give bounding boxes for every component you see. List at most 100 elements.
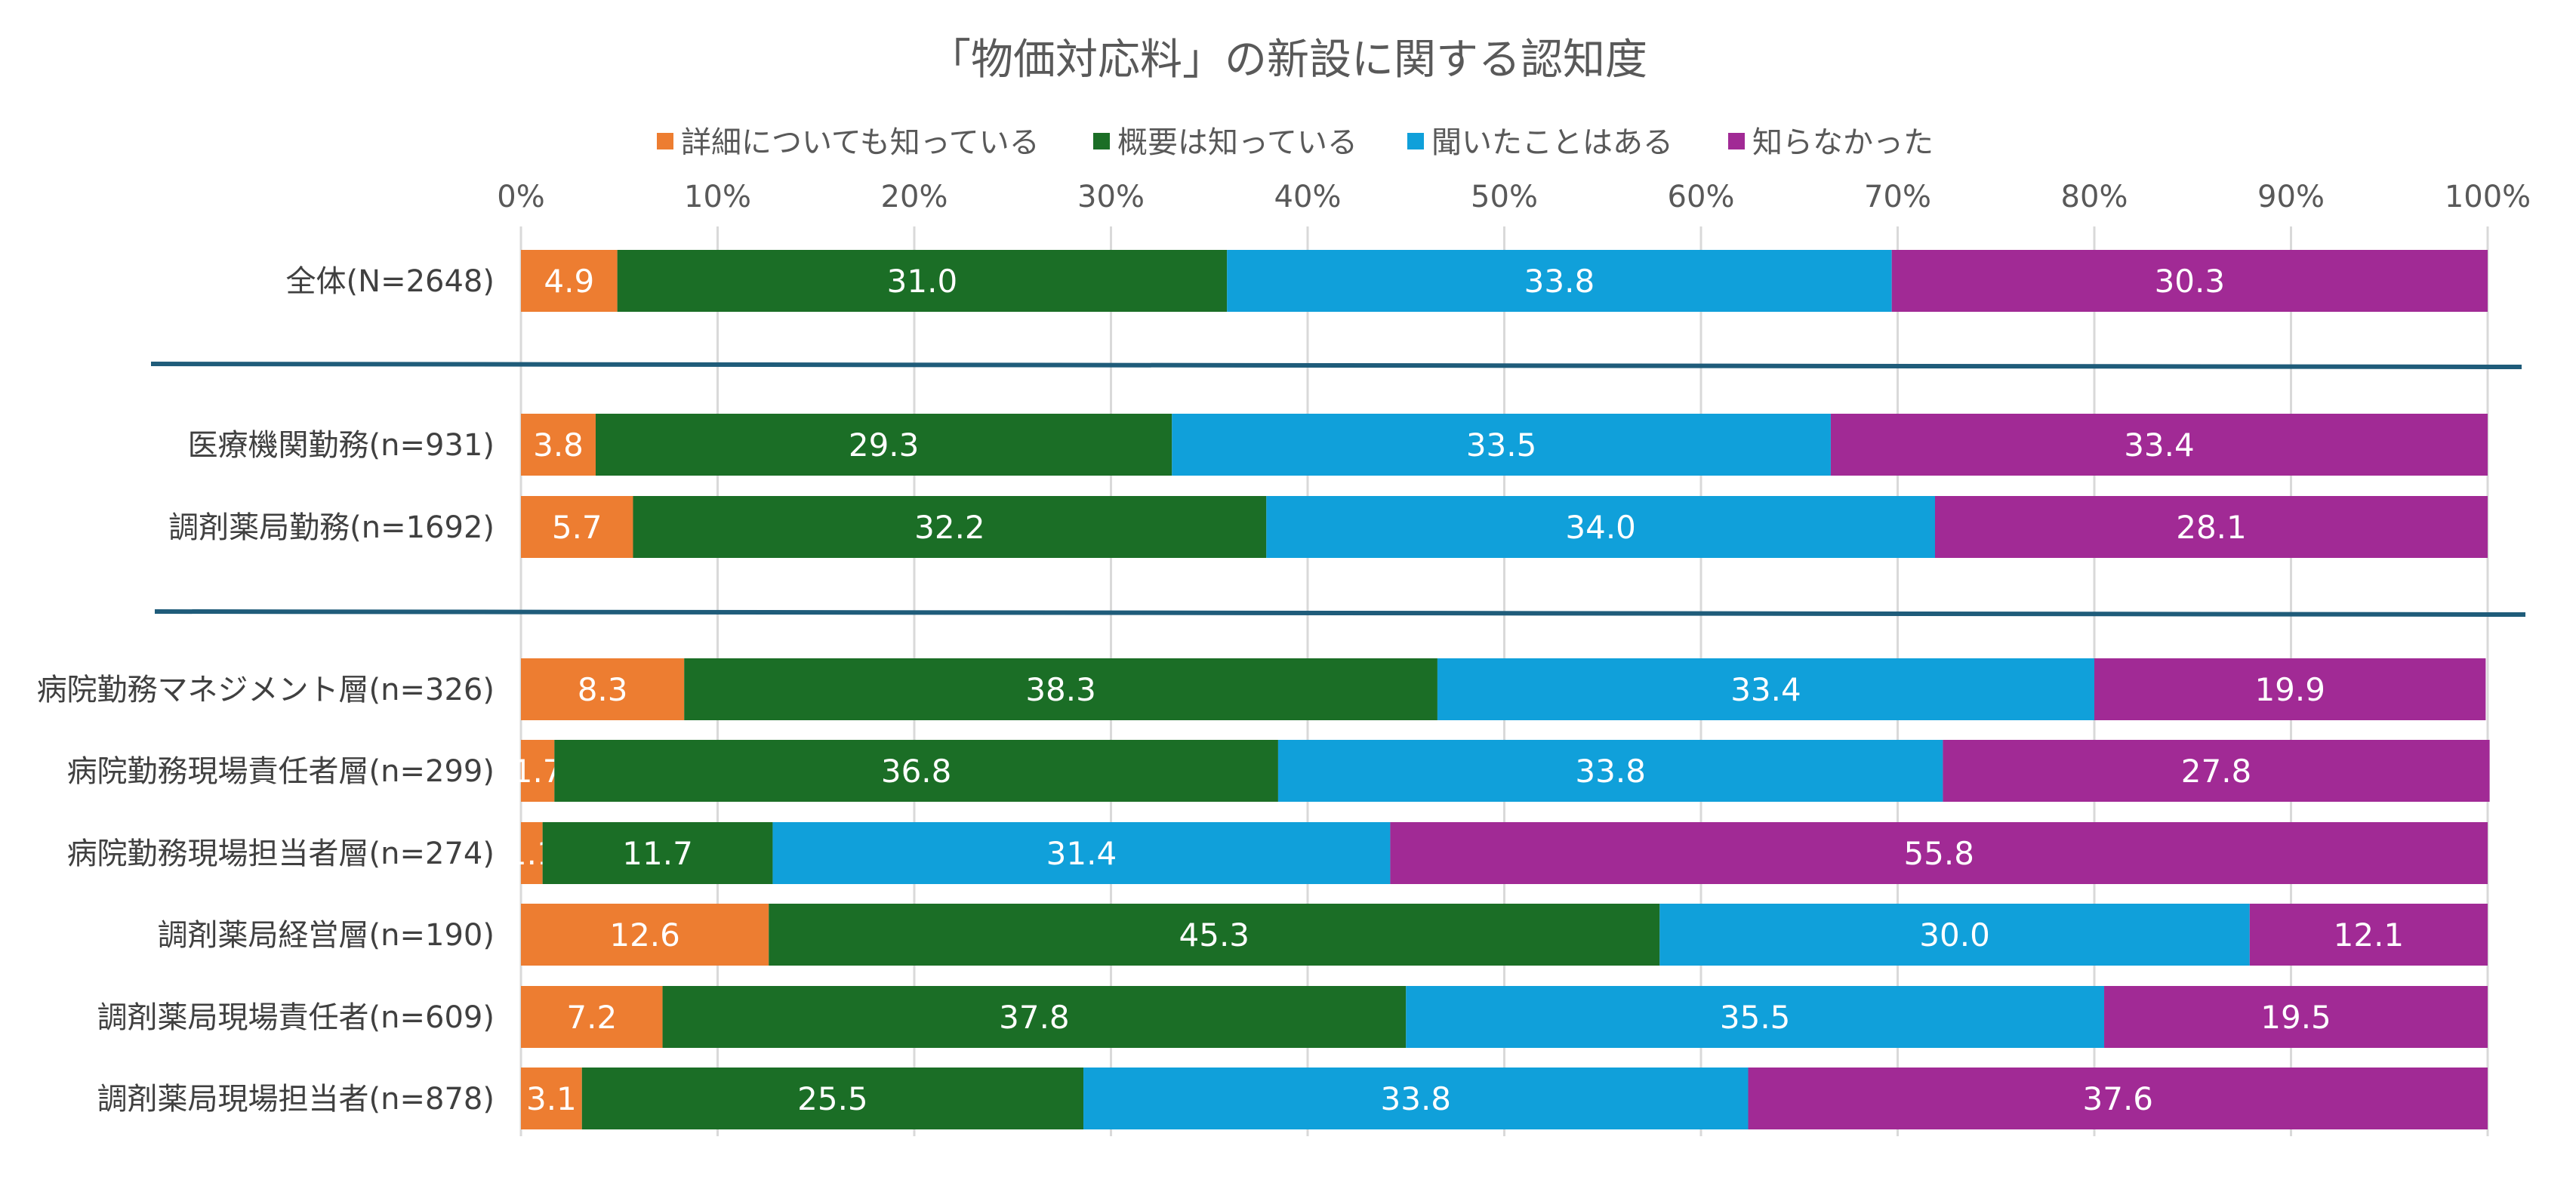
category-label-9: 調剤薬局現場担当者(n=878) <box>97 1082 495 1117</box>
data-label-r9-s2: 25.5 <box>797 1080 868 1117</box>
x-tick-label-1: 10% <box>684 180 751 214</box>
bar-segment-r6-s3 <box>772 822 1391 884</box>
bar-segment-r9-s4 <box>1748 1068 2488 1129</box>
x-tick-label-0: 0% <box>497 180 544 214</box>
group-separator-1 <box>150 362 2522 369</box>
data-label-r2-s4: 33.4 <box>2124 427 2195 464</box>
data-label-r9-s3: 33.8 <box>1381 1080 1452 1117</box>
x-tick-label-4: 40% <box>1274 180 1342 214</box>
data-label-r6-s3: 31.4 <box>1046 835 1117 872</box>
legend-swatch-1 <box>657 133 673 149</box>
x-axis-ticks: 0% 10% 20% 30% 40% 50% 60% 70% 80% 90% 100% <box>497 180 2531 214</box>
bar-segment-r2-s1 <box>521 414 596 476</box>
data-label-r3-s1: 5.7 <box>552 509 602 546</box>
data-label-r3-s4: 28.1 <box>2176 509 2247 546</box>
bar-segment-r1-s4 <box>1891 250 2488 312</box>
chart-title: 「物価対応料」の新設に関する認知度 <box>929 35 1647 85</box>
bar-segment-r5-s2 <box>554 740 1278 802</box>
data-label-r8-s3: 35.5 <box>1720 999 1791 1036</box>
legend-label-2: 概要は知っている <box>1117 125 1357 160</box>
data-label-r8-s2: 37.8 <box>999 999 1070 1036</box>
data-label-r1-s1: 4.9 <box>544 263 594 300</box>
bar-segment-r3-s2 <box>633 496 1267 558</box>
data-label-r6-s4: 55.8 <box>1903 835 1974 872</box>
category-label-8: 調剤薬局現場責任者(n=609) <box>97 1000 495 1035</box>
legend-label-3: 聞いたことはある <box>1431 125 1673 160</box>
bar-segment-r8-s3 <box>1406 986 2105 1048</box>
data-label-r1-s3: 33.8 <box>1524 263 1595 300</box>
bar-segment-r3-s1 <box>521 496 633 558</box>
bar-segment-r3-s4 <box>1934 496 2488 558</box>
x-tick-label-6: 60% <box>1668 180 1735 214</box>
category-label-2: 医療機関勤務(n=931) <box>188 428 495 463</box>
legend-swatch-3 <box>1407 133 1424 149</box>
data-label-r3-s3: 34.0 <box>1565 509 1636 546</box>
data-label-r7-s4: 12.1 <box>2334 917 2405 954</box>
data-label-r7-s3: 30.0 <box>1919 917 1990 954</box>
category-labels: 全体(N=2648) 医療機関勤務(n=931) 調剤薬局勤務(n=1692) 病院勤… <box>37 264 495 1117</box>
category-label-7: 調剤薬局経営層(n=190) <box>158 918 495 953</box>
category-label-4: 病院勤務マネジメント層(n=326) <box>37 673 495 707</box>
x-tick-label-3: 30% <box>1077 180 1145 214</box>
data-label-r4-s4: 19.9 <box>2254 671 2325 708</box>
bar-segment-r8-s1 <box>521 986 663 1048</box>
bar-segment-r8-s2 <box>662 986 1407 1048</box>
bar-segment-r9-s2 <box>581 1068 1084 1129</box>
bar-segment-r7-s3 <box>1659 904 2250 966</box>
bar-segment-r4-s2 <box>684 658 1437 720</box>
bar-segment-r8-s4 <box>2104 986 2488 1048</box>
legend-swatch-2 <box>1093 133 1110 149</box>
bar-segment-r7-s4 <box>2249 904 2488 966</box>
bar-segment-r4-s1 <box>521 658 685 720</box>
data-label-r9-s4: 37.6 <box>2083 1080 2154 1117</box>
group-separators <box>150 362 2526 617</box>
data-label-r1-s2: 31.0 <box>887 263 958 300</box>
data-label-r7-s1: 12.6 <box>609 917 680 954</box>
data-label-r9-s1: 3.1 <box>526 1080 577 1117</box>
legend-swatch-4 <box>1728 133 1745 149</box>
x-tick-label-7: 70% <box>1864 180 1931 214</box>
bar-segment-r4-s4 <box>2094 658 2486 720</box>
bar-segment-r6-s1 <box>521 822 543 884</box>
bar-segment-r6-s2 <box>542 822 773 884</box>
data-label-r3-s2: 32.2 <box>914 509 985 546</box>
bars: 4.9 31.0 33.8 30.3 3.8 29.3 33.5 33.4 5.7 32.2 34.… <box>507 250 2490 1129</box>
legend-label-4: 知らなかった <box>1752 125 1934 160</box>
category-label-6: 病院勤務現場担当者層(n=274) <box>67 836 495 871</box>
bar-segment-r2-s4 <box>1830 414 2488 476</box>
bar-segment-r1-s2 <box>617 250 1228 312</box>
data-label-r8-s1: 7.2 <box>566 999 617 1036</box>
bar-segment-r3-s3 <box>1266 496 1935 558</box>
data-label-r2-s3: 33.5 <box>1466 427 1537 464</box>
data-label-r5-s3: 33.8 <box>1575 753 1646 790</box>
bar-segment-r1-s1 <box>521 250 618 312</box>
x-tick-label-9: 90% <box>2257 180 2325 214</box>
bar-segment-r5-s1 <box>521 740 555 802</box>
bar-segment-r9-s3 <box>1083 1068 1749 1129</box>
bar-segment-r7-s2 <box>769 904 1660 966</box>
bar-segment-r6-s4 <box>1390 822 2488 884</box>
data-label-r8-s4: 19.5 <box>2260 999 2331 1036</box>
data-label-r1-s4: 30.3 <box>2155 263 2226 300</box>
bar-segment-r4-s3 <box>1437 658 2094 720</box>
data-label-r4-s2: 38.3 <box>1025 671 1096 708</box>
bar-segment-r2-s3 <box>1172 414 1831 476</box>
x-tick-label-5: 50% <box>1471 180 1538 214</box>
x-tick-label-8: 80% <box>2061 180 2128 214</box>
data-label-r2-s1: 3.8 <box>533 427 584 464</box>
data-label-r4-s1: 8.3 <box>578 671 628 708</box>
data-label-r5-s2: 36.8 <box>881 753 952 790</box>
bar-segment-r5-s3 <box>1277 740 1943 802</box>
data-label-r7-s2: 45.3 <box>1179 917 1250 954</box>
data-label-r2-s2: 29.3 <box>849 427 920 464</box>
bar-segment-r2-s2 <box>595 414 1172 476</box>
x-tick-label-10: 100% <box>2445 180 2531 214</box>
x-tick-label-2: 20% <box>881 180 948 214</box>
bar-segment-r9-s1 <box>521 1068 582 1129</box>
bar-segment-r7-s1 <box>521 904 769 966</box>
data-label-r5-s4: 27.8 <box>2181 753 2252 790</box>
legend-label-1: 詳細についても知っている <box>681 125 1040 160</box>
bar-segment-r1-s3 <box>1227 250 1892 312</box>
category-label-3: 調剤薬局勤務(n=1692) <box>168 510 495 545</box>
